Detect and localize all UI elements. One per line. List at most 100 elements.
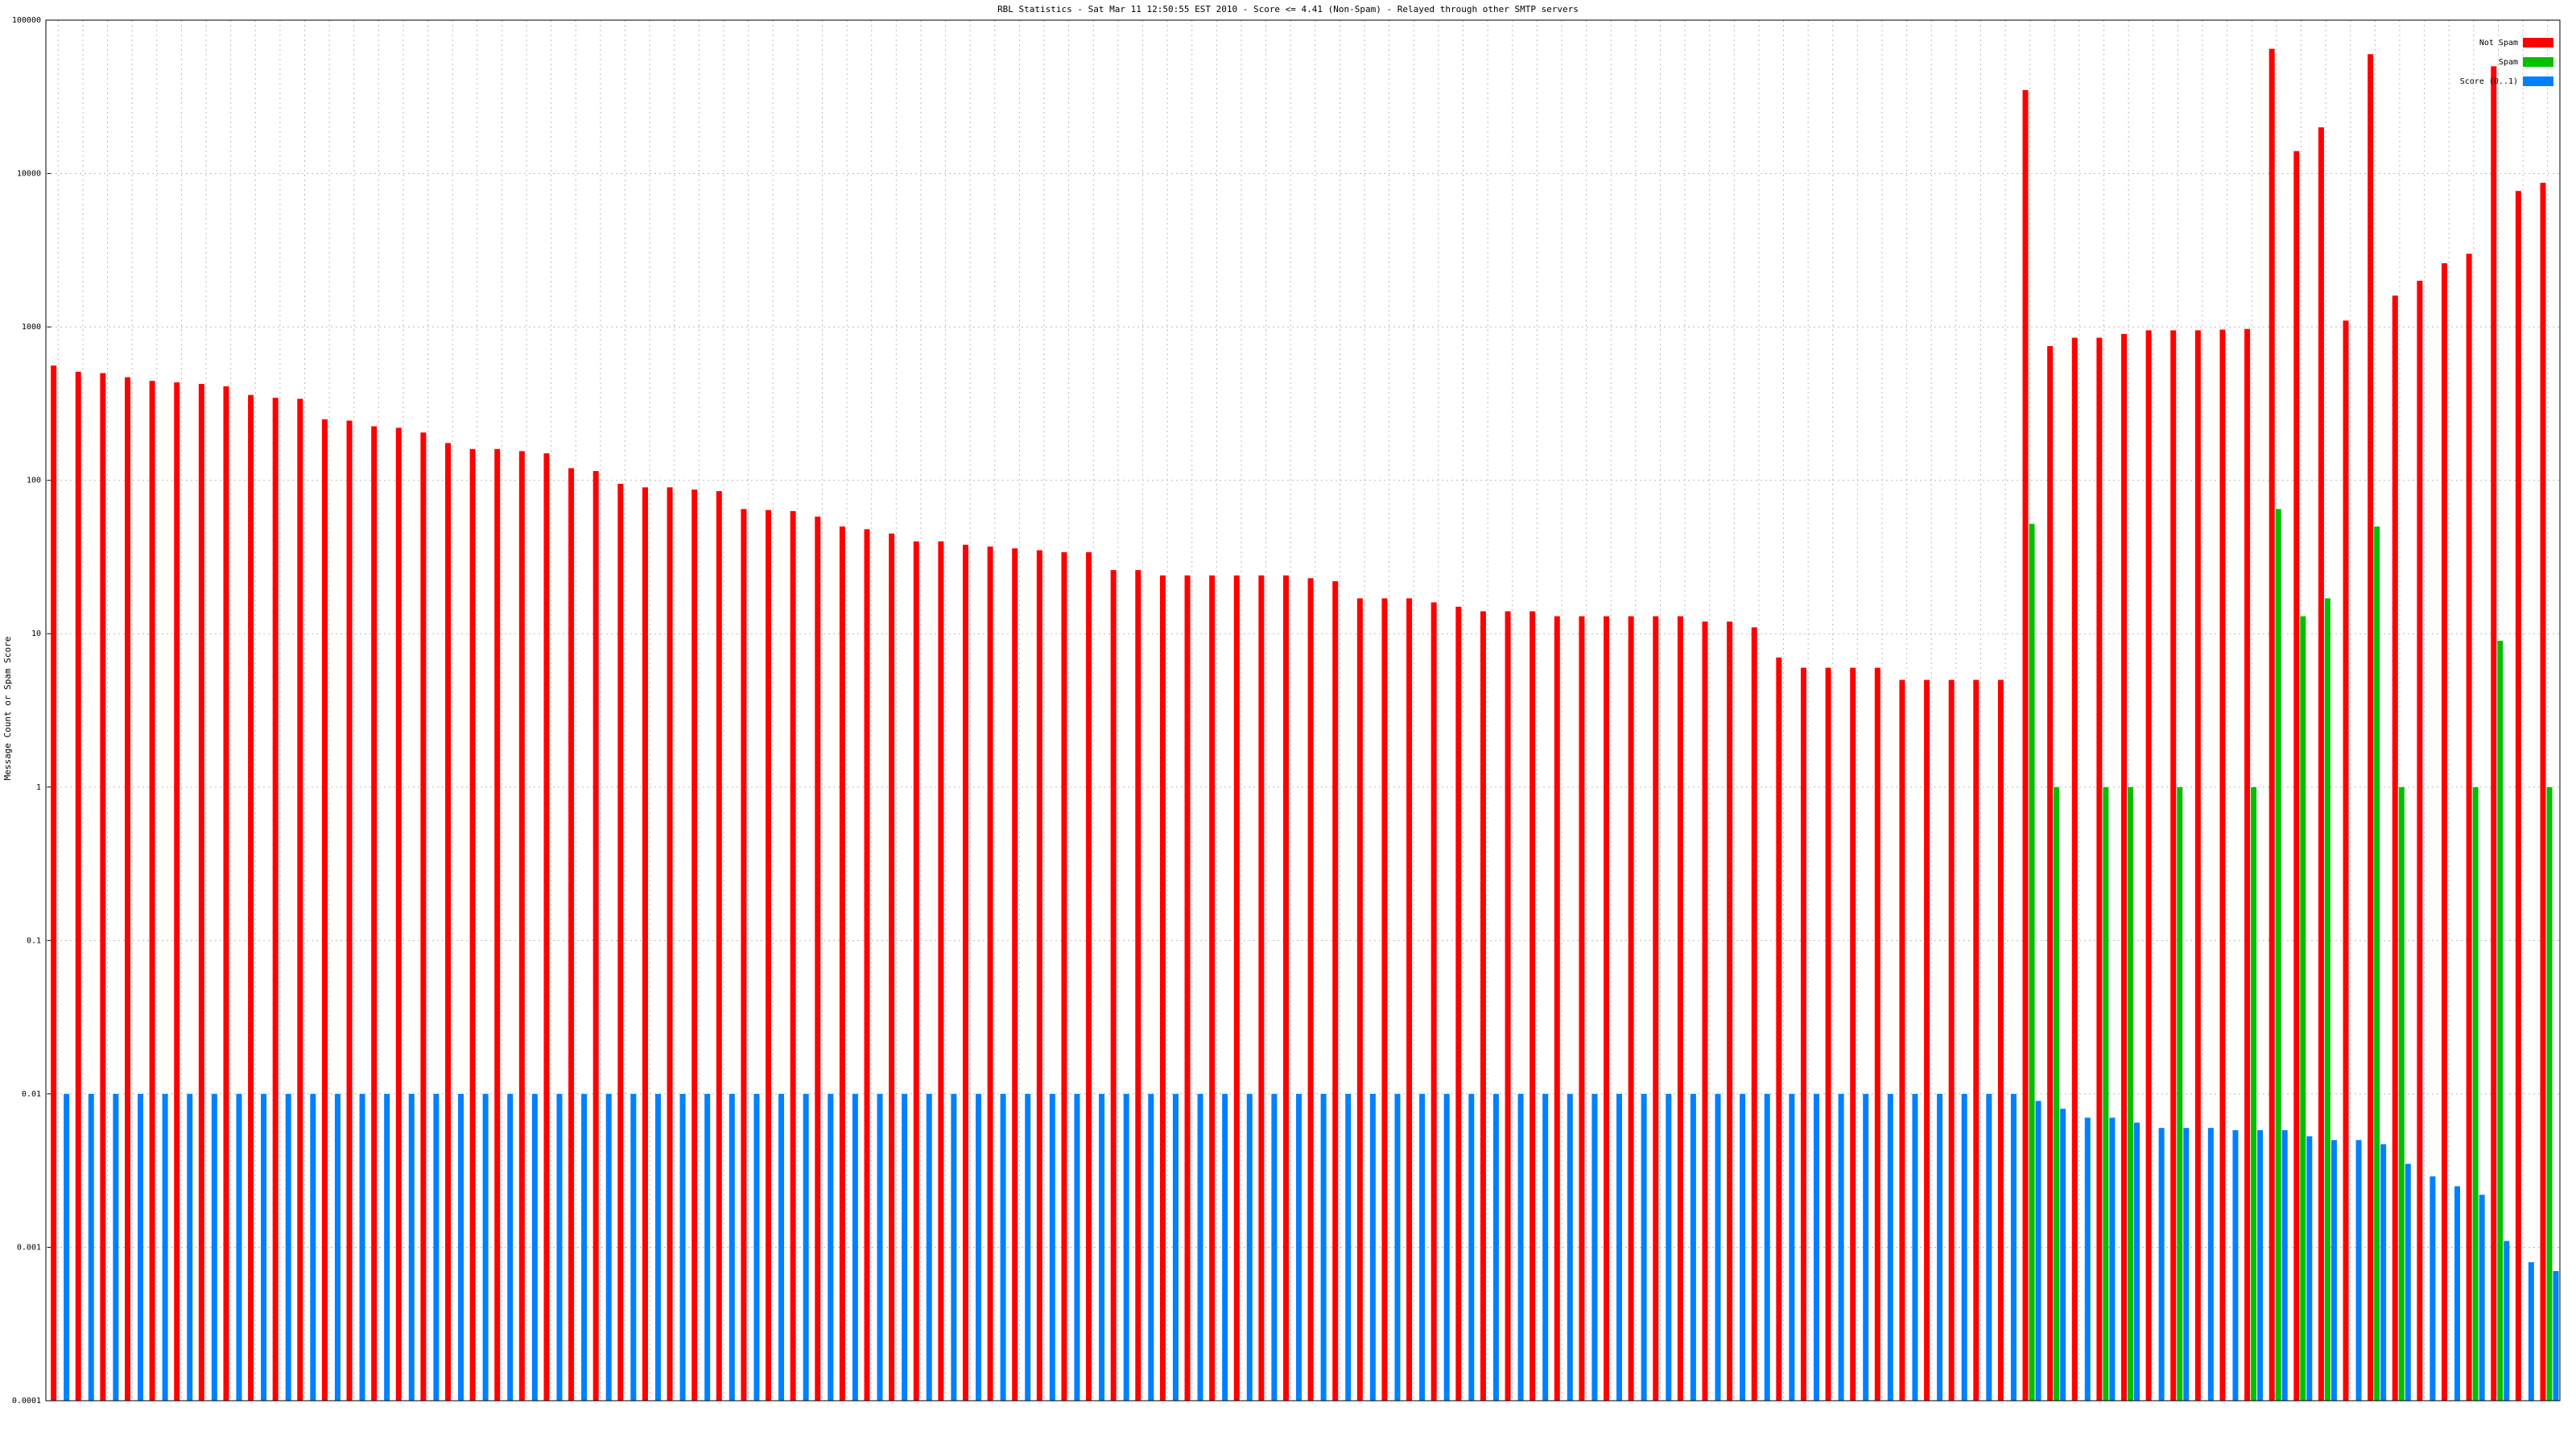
bar	[753, 1093, 760, 1401]
bar	[1715, 1093, 1721, 1401]
bar	[2029, 523, 2035, 1401]
bar	[2553, 1270, 2559, 1401]
bar	[828, 1093, 834, 1401]
bar	[1381, 598, 1388, 1401]
y-tick-label: 0.01	[22, 1090, 41, 1099]
bar	[1246, 1093, 1253, 1401]
bar	[1874, 667, 1880, 1401]
bar	[2060, 1108, 2066, 1401]
bar	[1148, 1093, 1154, 1401]
bar	[1074, 1093, 1080, 1401]
bar	[1997, 679, 2004, 1401]
bar	[741, 509, 747, 1401]
bar	[2417, 280, 2423, 1401]
bar	[704, 1093, 711, 1401]
bar	[1677, 616, 1683, 1401]
bar	[51, 365, 57, 1402]
bar	[2010, 1093, 2017, 1401]
bar	[2121, 333, 2128, 1401]
bar	[2281, 1129, 2288, 1401]
bar	[1455, 606, 1462, 1401]
bar	[790, 510, 796, 1401]
y-tick-label: 0.0001	[12, 1397, 41, 1406]
bar	[2405, 1163, 2411, 1401]
legend-label: Not Spam	[2479, 39, 2518, 47]
bar	[2128, 786, 2134, 1401]
y-tick-label: 100000	[12, 16, 41, 25]
bar	[64, 1093, 70, 1401]
bar	[1727, 621, 1733, 1401]
bar	[75, 371, 81, 1402]
bar	[1406, 598, 1413, 1401]
bar	[1184, 575, 1191, 1401]
bar	[1283, 575, 1290, 1401]
bar	[1776, 657, 1782, 1401]
bar	[2479, 1195, 2485, 1401]
bar	[2035, 1100, 2041, 1401]
bar	[852, 1093, 858, 1401]
bar	[2022, 89, 2029, 1401]
bar	[889, 533, 895, 1401]
bar	[2054, 786, 2060, 1401]
bar	[1222, 1093, 1228, 1401]
bar	[691, 489, 698, 1401]
bar	[803, 1093, 809, 1401]
bar	[2293, 151, 2300, 1401]
bar	[2232, 1129, 2239, 1401]
bar	[384, 1093, 390, 1401]
bar	[261, 1093, 267, 1401]
y-tick-label: 1	[36, 783, 41, 792]
bar	[2318, 127, 2324, 1401]
bar	[2392, 295, 2398, 1402]
bar	[1948, 679, 1955, 1401]
bar	[1542, 1093, 1549, 1401]
bar	[1702, 621, 1708, 1401]
bar	[2084, 1117, 2091, 1401]
bar	[1800, 667, 1806, 1401]
bar	[2096, 337, 2103, 1401]
bar	[2194, 330, 2201, 1402]
bar	[2251, 786, 2257, 1401]
bar	[1591, 1093, 1598, 1401]
bar	[1233, 575, 1240, 1401]
bar	[124, 377, 130, 1401]
bar	[408, 1093, 415, 1401]
bar	[2355, 1140, 2362, 1401]
bar	[2219, 329, 2226, 1401]
bar	[1049, 1093, 1055, 1401]
bar	[518, 451, 525, 1401]
bar	[482, 1093, 489, 1401]
bar	[371, 426, 378, 1401]
bar	[2170, 330, 2177, 1402]
bar	[962, 544, 968, 1401]
bar	[137, 1093, 143, 1401]
bar	[938, 541, 944, 1401]
bar	[1123, 1093, 1129, 1401]
bar	[2472, 786, 2479, 1401]
bar	[1986, 1093, 1992, 1401]
bar	[2268, 48, 2275, 1402]
bar	[297, 398, 303, 1402]
bar	[2071, 337, 2078, 1401]
bar	[1197, 1093, 1203, 1401]
bar	[198, 383, 204, 1401]
bar	[433, 1093, 440, 1401]
bar	[1813, 1093, 1819, 1401]
bar	[2109, 1117, 2116, 1401]
bar	[1480, 611, 1486, 1401]
bar	[1937, 1093, 1943, 1401]
bar	[1356, 598, 1363, 1401]
bar	[1616, 1093, 1623, 1401]
bar	[1061, 551, 1067, 1401]
bar	[2207, 1128, 2214, 1401]
bar	[531, 1093, 538, 1401]
bar	[1924, 679, 1930, 1401]
bar	[2300, 616, 2306, 1401]
bar	[1641, 1093, 1647, 1401]
bar	[667, 487, 673, 1401]
bar	[2504, 1241, 2510, 1401]
bar	[1628, 616, 1634, 1401]
bar	[2145, 330, 2152, 1402]
bar	[1517, 1093, 1524, 1401]
